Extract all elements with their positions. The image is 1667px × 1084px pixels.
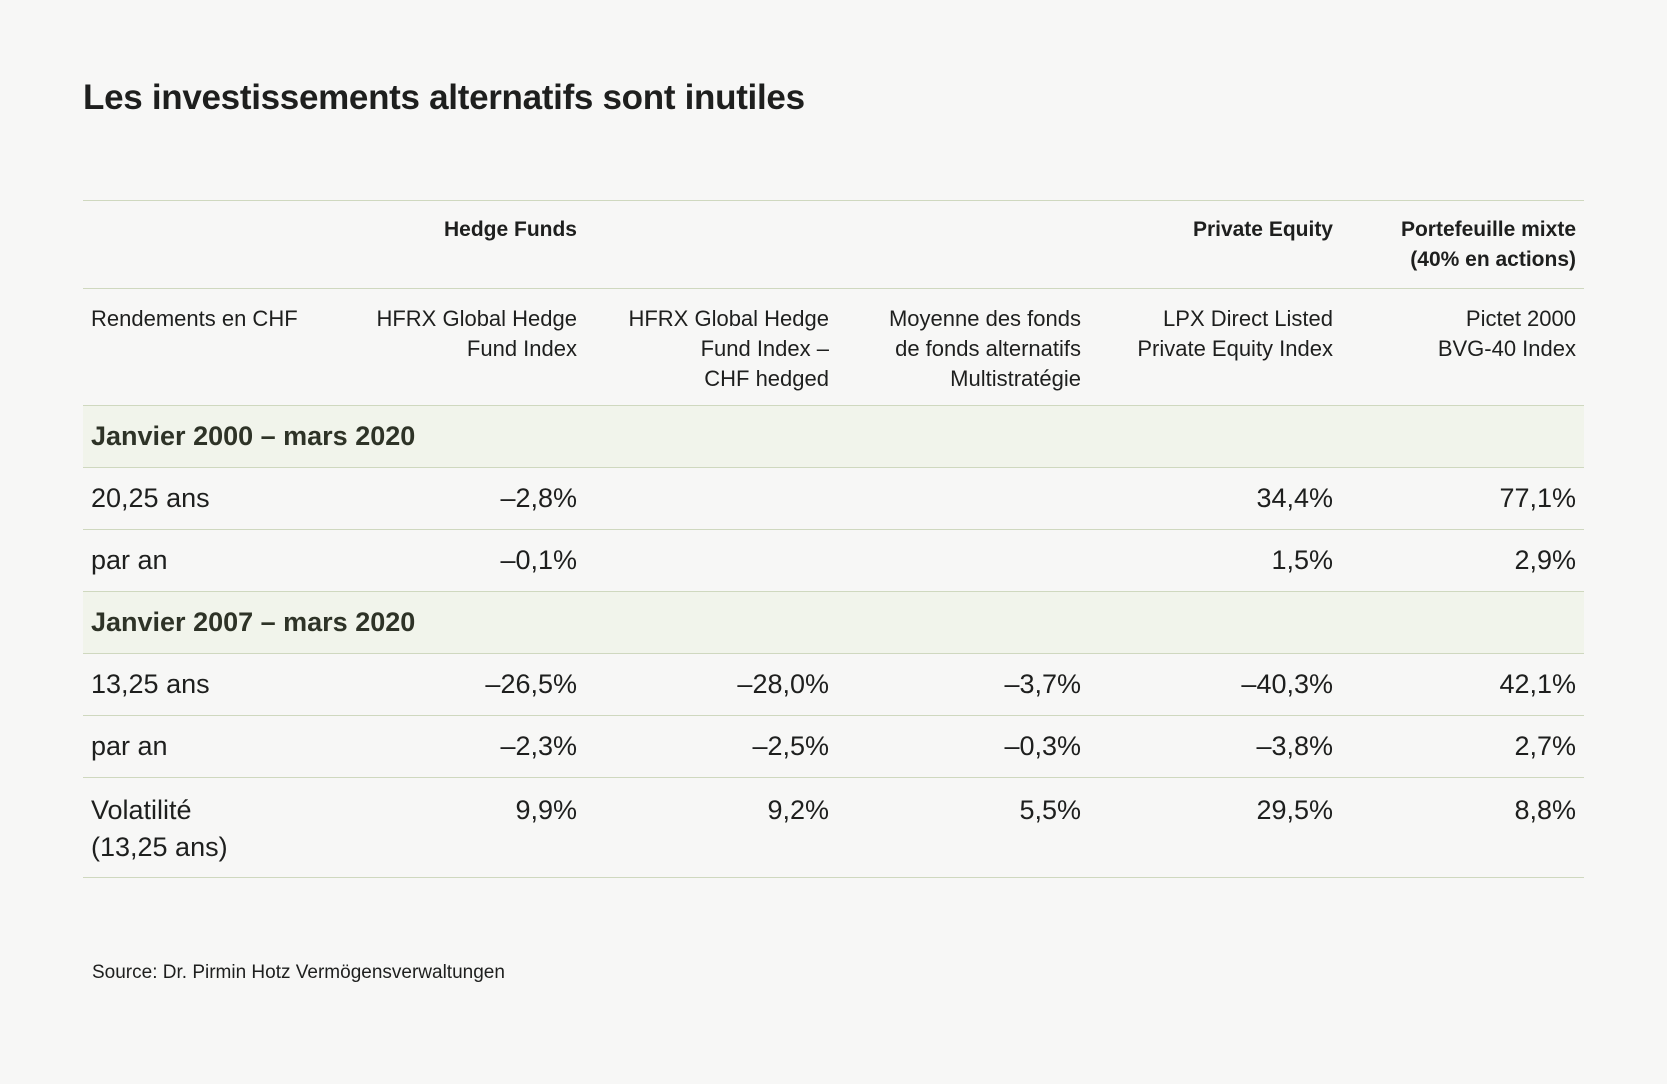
index-header-line: Fund Index –: [700, 336, 829, 361]
source-note: Source: Dr. Pirmin Hotz Vermögensverwalt…: [92, 962, 505, 983]
row-label: 20,25 ans: [83, 467, 333, 530]
table-cell: –28,0%: [585, 653, 837, 716]
table-row: Volatilité (13,25 ans) 9,9% 9,2% 5,5% 29…: [83, 777, 1584, 878]
section-title: Janvier 2000 – mars 2020: [83, 405, 1584, 468]
group-header-mixed-portfolio: Portefeuille mixte (40% en actions): [1341, 200, 1584, 289]
index-header-line: LPX Direct Listed: [1163, 306, 1333, 331]
index-header-line: Fund Index: [466, 336, 577, 361]
section-header-row: Janvier 2000 – mars 2020: [83, 405, 1584, 468]
table-cell: 2,9%: [1341, 529, 1584, 592]
section-title: Janvier 2007 – mars 2020: [83, 591, 1584, 654]
row-label: par an: [83, 529, 333, 592]
table-cell: 9,9%: [333, 777, 585, 878]
table-cell: –0,1%: [333, 529, 585, 592]
table-cell: 5,5%: [837, 777, 1089, 878]
group-header-private-equity: Private Equity: [1089, 200, 1341, 289]
index-header-hfrx: HFRX Global Hedge Fund Index: [333, 288, 585, 406]
table-row: 13,25 ans –26,5% –28,0% –3,7% –40,3% 42,…: [83, 653, 1584, 716]
table-cell: 77,1%: [1341, 467, 1584, 530]
group-header-empty: [837, 200, 1089, 289]
table-cell: 1,5%: [1089, 529, 1341, 592]
table-cell: [585, 467, 837, 530]
table-row: par an –2,3% –2,5% –0,3% –3,8% 2,7%: [83, 715, 1584, 778]
returns-table: Hedge Funds Private Equity Portefeuille …: [83, 200, 1584, 878]
index-header-line: Multistratégie: [950, 366, 1081, 391]
table-cell: –26,5%: [333, 653, 585, 716]
table-row: 20,25 ans –2,8% 34,4% 77,1%: [83, 467, 1584, 530]
table-cell: 8,8%: [1341, 777, 1584, 878]
group-header-empty: [83, 200, 333, 289]
index-header-moyenne: Moyenne des fonds de fonds alternatifs M…: [837, 288, 1089, 406]
index-header-line: Private Equity Index: [1137, 336, 1333, 361]
index-header-line: BVG-40 Index: [1437, 336, 1576, 361]
group-header-line: Portefeuille mixte: [1400, 218, 1576, 241]
index-header-line: HFRX Global Hedge: [376, 306, 577, 331]
index-header-line: CHF hedged: [704, 366, 829, 391]
table-cell: –3,7%: [837, 653, 1089, 716]
group-header-hedge-funds: Hedge Funds: [333, 200, 585, 289]
row-label-line: Volatilité: [91, 795, 192, 825]
table-row: par an –0,1% 1,5% 2,9%: [83, 529, 1584, 592]
table-cell: 42,1%: [1341, 653, 1584, 716]
page-title: Les investissements alternatifs sont inu…: [83, 78, 805, 117]
index-header-line: de fonds alternatifs: [895, 336, 1081, 361]
table-cell: –3,8%: [1089, 715, 1341, 778]
table-cell: 9,2%: [585, 777, 837, 878]
table-cell: –2,5%: [585, 715, 837, 778]
index-header-line: Moyenne des fonds: [888, 306, 1081, 331]
table-cell: [585, 529, 837, 592]
index-header-row: Rendements en CHF HFRX Global Hedge Fund…: [83, 288, 1584, 406]
table-cell: –2,8%: [333, 467, 585, 530]
row-label-line: (13,25 ans): [91, 832, 228, 862]
table-cell: –0,3%: [837, 715, 1089, 778]
index-header-returns: Rendements en CHF: [83, 288, 333, 406]
table-cell: –40,3%: [1089, 653, 1341, 716]
group-header-row: Hedge Funds Private Equity Portefeuille …: [83, 200, 1584, 289]
index-header-line: HFRX Global Hedge: [628, 306, 829, 331]
group-header-line: (40% en actions): [1410, 248, 1576, 271]
table-cell: –2,3%: [333, 715, 585, 778]
group-header-empty: [585, 200, 837, 289]
table-cell: 29,5%: [1089, 777, 1341, 878]
index-header-pictet: Pictet 2000 BVG-40 Index: [1341, 288, 1584, 406]
index-header-hfrx-chf: HFRX Global Hedge Fund Index – CHF hedge…: [585, 288, 837, 406]
table-cell: 2,7%: [1341, 715, 1584, 778]
row-label: par an: [83, 715, 333, 778]
index-header-line: Pictet 2000: [1465, 306, 1576, 331]
row-label: 13,25 ans: [83, 653, 333, 716]
index-header-lpx: LPX Direct Listed Private Equity Index: [1089, 288, 1341, 406]
table-cell: [837, 529, 1089, 592]
section-header-row: Janvier 2007 – mars 2020: [83, 591, 1584, 654]
table-cell: [837, 467, 1089, 530]
row-label: Volatilité (13,25 ans): [83, 777, 333, 878]
table-cell: 34,4%: [1089, 467, 1341, 530]
